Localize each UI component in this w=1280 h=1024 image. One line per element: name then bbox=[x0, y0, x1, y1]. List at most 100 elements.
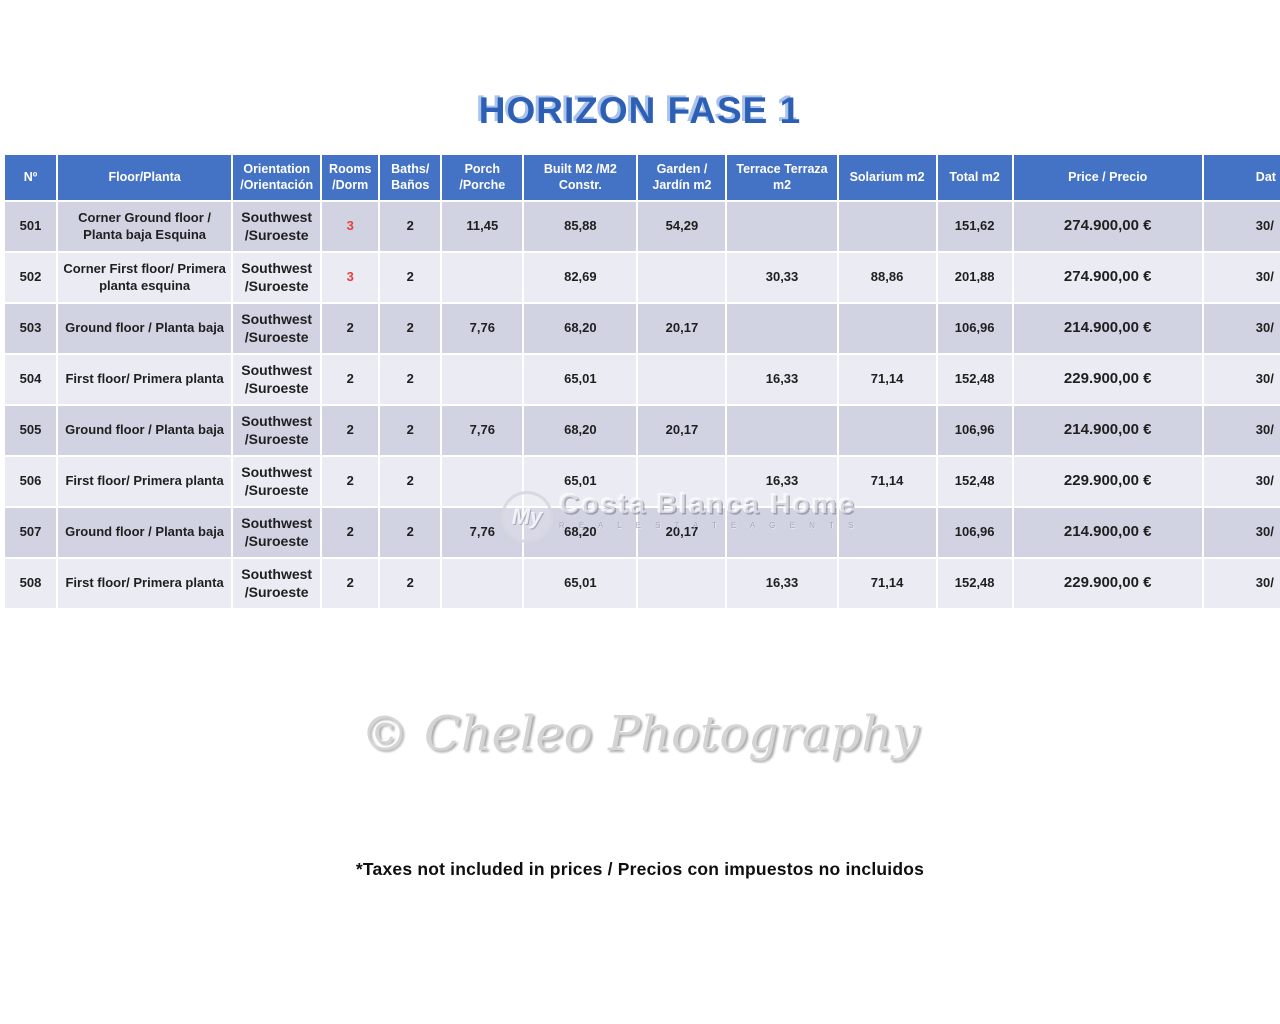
cell-unit-number: 506 bbox=[5, 457, 57, 506]
cell-floor: First floor/ Primera planta bbox=[58, 559, 232, 608]
cell-porch bbox=[442, 355, 523, 404]
cell-total-m2: 151,62 bbox=[937, 202, 1012, 251]
cell-built-m2: 65,01 bbox=[524, 559, 637, 608]
cell-solarium-m2 bbox=[838, 202, 936, 251]
cell-porch bbox=[442, 253, 523, 302]
cell-price: 229.900,00 € bbox=[1013, 355, 1202, 404]
page-title: HORIZON FASE 1 bbox=[478, 90, 802, 131]
cell-unit-number: 502 bbox=[5, 253, 57, 302]
col-header-porch: Porch /Porche bbox=[442, 155, 523, 200]
cell-built-m2: 68,20 bbox=[524, 406, 637, 455]
cell-garden-m2 bbox=[638, 559, 726, 608]
cell-rooms: 2 bbox=[322, 304, 379, 353]
cell-total-m2: 106,96 bbox=[937, 508, 1012, 557]
cell-built-m2: 65,01 bbox=[524, 355, 637, 404]
col-header-floor: Floor/Planta bbox=[58, 155, 232, 200]
cell-orientation: Southwest /Suroeste bbox=[233, 457, 321, 506]
col-header-unit-number: Nº bbox=[5, 155, 57, 200]
cell-baths: 2 bbox=[380, 304, 441, 353]
cell-price: 274.900,00 € bbox=[1013, 253, 1202, 302]
cell-total-m2: 152,48 bbox=[937, 457, 1012, 506]
cell-orientation: Southwest /Suroeste bbox=[233, 406, 321, 455]
cell-rooms: 3 bbox=[322, 202, 379, 251]
cell-solarium-m2 bbox=[838, 406, 936, 455]
cell-terrace-m2: 16,33 bbox=[727, 559, 837, 608]
table-row-501: 501 Corner Ground floor / Planta baja Esq… bbox=[5, 202, 1280, 251]
cell-floor: Ground floor / Planta baja bbox=[58, 304, 232, 353]
cell-price: 274.900,00 € bbox=[1013, 202, 1202, 251]
cell-date: 30/ bbox=[1203, 202, 1280, 251]
col-header-solarium-m2: Solarium m2 bbox=[838, 155, 936, 200]
cell-rooms: 2 bbox=[322, 406, 379, 455]
cell-floor: Ground floor / Planta baja bbox=[58, 508, 232, 557]
cell-orientation: Southwest /Suroeste bbox=[233, 559, 321, 608]
col-header-garden-m2: Garden / Jardín m2 bbox=[638, 155, 726, 200]
cell-date: 30/ bbox=[1203, 508, 1280, 557]
cell-date: 30/ bbox=[1203, 457, 1280, 506]
table-row-508: 508 First floor/ Primera planta Southwest … bbox=[5, 559, 1280, 608]
cell-garden-m2 bbox=[638, 457, 726, 506]
cell-total-m2: 106,96 bbox=[937, 406, 1012, 455]
cell-orientation: Southwest /Suroeste bbox=[233, 304, 321, 353]
cell-built-m2: 85,88 bbox=[524, 202, 637, 251]
cell-terrace-m2 bbox=[727, 508, 837, 557]
table-row-506: 506 First floor/ Primera planta Southwest … bbox=[5, 457, 1280, 506]
cell-unit-number: 505 bbox=[5, 406, 57, 455]
watermark-photographer: © Cheleo Photography bbox=[360, 706, 920, 762]
cell-rooms: 3 bbox=[322, 253, 379, 302]
cell-orientation: Southwest /Suroeste bbox=[233, 355, 321, 404]
table-row-505: 505 Ground floor / Planta baja Southwest /… bbox=[5, 406, 1280, 455]
cell-total-m2: 152,48 bbox=[937, 355, 1012, 404]
cell-built-m2: 68,20 bbox=[524, 508, 637, 557]
tax-disclaimer: *Taxes not included in prices / Precios … bbox=[355, 859, 925, 879]
cell-solarium-m2: 71,14 bbox=[838, 559, 936, 608]
cell-date: 30/ bbox=[1203, 355, 1280, 404]
cell-baths: 2 bbox=[380, 457, 441, 506]
cell-baths: 2 bbox=[380, 253, 441, 302]
cell-terrace-m2: 16,33 bbox=[727, 457, 837, 506]
cell-total-m2: 106,96 bbox=[937, 304, 1012, 353]
cell-baths: 2 bbox=[380, 202, 441, 251]
col-header-built-m2: Built M2 /M2 Constr. bbox=[524, 155, 637, 200]
cell-rooms: 2 bbox=[322, 508, 379, 557]
cell-rooms: 2 bbox=[322, 355, 379, 404]
cell-date: 30/ bbox=[1203, 253, 1280, 302]
cell-built-m2: 65,01 bbox=[524, 457, 637, 506]
cell-unit-number: 504 bbox=[5, 355, 57, 404]
col-header-total-m2: Total m2 bbox=[937, 155, 1012, 200]
cell-garden-m2: 20,17 bbox=[638, 406, 726, 455]
cell-baths: 2 bbox=[380, 355, 441, 404]
price-table: Nº Floor/Planta Orientation /Orientación Ro… bbox=[3, 153, 1280, 610]
cell-total-m2: 201,88 bbox=[937, 253, 1012, 302]
cell-solarium-m2: 71,14 bbox=[838, 457, 936, 506]
cell-baths: 2 bbox=[380, 559, 441, 608]
cell-built-m2: 82,69 bbox=[524, 253, 637, 302]
cell-solarium-m2 bbox=[838, 304, 936, 353]
cell-built-m2: 68,20 bbox=[524, 304, 637, 353]
col-header-terrace-m2: Terrace Terraza m2 bbox=[727, 155, 837, 200]
cell-baths: 2 bbox=[380, 406, 441, 455]
cell-terrace-m2: 16,33 bbox=[727, 355, 837, 404]
cell-porch: 7,76 bbox=[442, 508, 523, 557]
cell-price: 214.900,00 € bbox=[1013, 304, 1202, 353]
cell-porch bbox=[442, 457, 523, 506]
table-row-502: 502 Corner First floor/ Primera planta es… bbox=[5, 253, 1280, 302]
cell-price: 214.900,00 € bbox=[1013, 406, 1202, 455]
cell-terrace-m2: 30,33 bbox=[727, 253, 837, 302]
cell-unit-number: 503 bbox=[5, 304, 57, 353]
col-header-orientation: Orientation /Orientación bbox=[233, 155, 321, 200]
cell-garden-m2: 20,17 bbox=[638, 508, 726, 557]
cell-unit-number: 501 bbox=[5, 202, 57, 251]
col-header-baths: Baths/ Baños bbox=[380, 155, 441, 200]
cell-solarium-m2: 88,86 bbox=[838, 253, 936, 302]
col-header-date: Dat bbox=[1203, 155, 1280, 200]
cell-solarium-m2: 71,14 bbox=[838, 355, 936, 404]
cell-unit-number: 508 bbox=[5, 559, 57, 608]
cell-terrace-m2 bbox=[727, 406, 837, 455]
cell-garden-m2: 20,17 bbox=[638, 304, 726, 353]
col-header-price: Price / Precio bbox=[1013, 155, 1202, 200]
table-header-row: Nº Floor/Planta Orientation /Orientación Ro… bbox=[5, 155, 1280, 200]
cell-floor: Corner Ground floor / Planta baja Esquin… bbox=[58, 202, 232, 251]
cell-total-m2: 152,48 bbox=[937, 559, 1012, 608]
cell-price: 229.900,00 € bbox=[1013, 559, 1202, 608]
